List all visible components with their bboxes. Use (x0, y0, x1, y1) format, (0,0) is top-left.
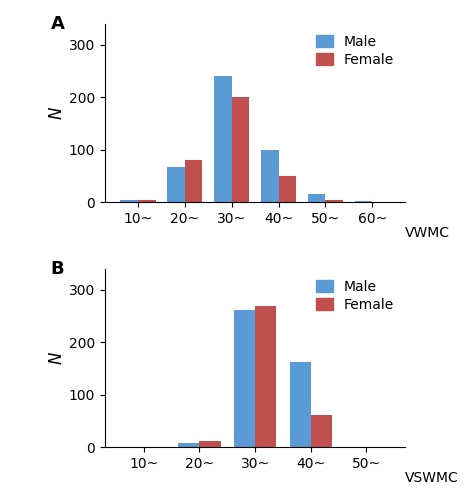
Legend: Male, Female: Male, Female (312, 30, 398, 71)
Y-axis label: N: N (48, 107, 66, 119)
Bar (178, 443, 200, 447)
Text: VSWMC: VSWMC (405, 471, 459, 485)
Bar (120, 200, 137, 203)
Bar (308, 195, 326, 203)
Bar (137, 200, 155, 203)
Bar (200, 441, 220, 447)
Bar (326, 200, 343, 203)
Bar (310, 415, 332, 447)
Bar (279, 176, 296, 203)
Y-axis label: N: N (48, 352, 66, 364)
Bar (290, 362, 310, 447)
Bar (255, 306, 276, 447)
Bar (185, 160, 202, 203)
Bar (167, 167, 185, 203)
Bar (232, 97, 249, 203)
Text: B: B (51, 259, 64, 278)
Legend: Male, Female: Male, Female (312, 275, 398, 316)
Text: A: A (51, 15, 64, 33)
Bar (214, 76, 232, 203)
Bar (355, 201, 373, 203)
Text: VWMC: VWMC (405, 226, 450, 240)
Bar (261, 150, 279, 203)
Bar (234, 310, 255, 447)
